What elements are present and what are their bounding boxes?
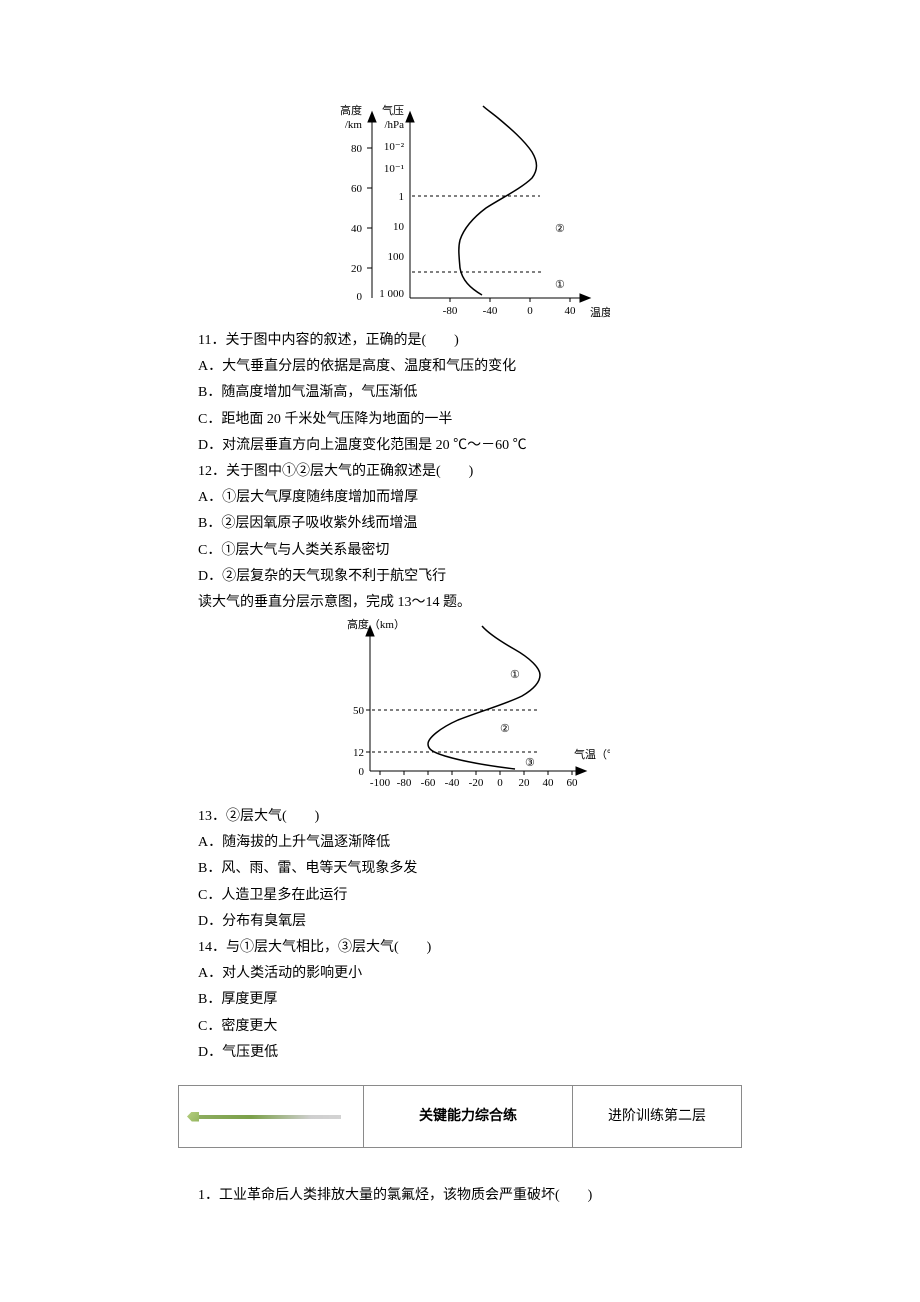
y-right-label-top: 气压 (382, 103, 404, 117)
q12-stem: 12．关于图中①②层大气的正确叙述是( ) (170, 459, 750, 484)
lead-13-14: 读大气的垂直分层示意图，完成 13～14 题。 (170, 590, 750, 615)
atmosphere-profile-chart-2: 高度（km） 50 12 0 (310, 616, 610, 796)
svg-text:10⁻²: 10⁻² (384, 141, 405, 153)
marker2-3: ③ (525, 757, 535, 769)
section-subtitle: 进阶训练第二层 (573, 1085, 742, 1147)
atmosphere-profile-chart-1: 高度 /km 80 60 40 20 0 气压 /hPa 10⁻² 10⁻¹ (310, 100, 610, 320)
svg-text:-80: -80 (397, 777, 412, 789)
q13-stem: 13．②层大气( ) (170, 804, 750, 829)
q14-stem: 14．与①层大气相比，③层大气( ) (170, 935, 750, 960)
section-left-cell (179, 1085, 364, 1147)
q12-opt-c: C．①层大气与人类关系最密切 (170, 538, 750, 563)
x-axis-label: 温度/℃ (590, 305, 610, 319)
svg-text:60: 60 (567, 777, 579, 789)
svg-text:40: 40 (565, 305, 577, 317)
gradient-bar-icon (191, 1115, 341, 1119)
qb1-stem: 1．工业革命后人类排放大量的氯氟烃，该物质会严重破坏( ) (170, 1183, 750, 1208)
svg-text:-40: -40 (483, 305, 498, 317)
y-left-label-top: 高度 (340, 103, 362, 117)
svg-text:50: 50 (353, 705, 365, 717)
figure-2: 高度（km） 50 12 0 (170, 616, 750, 796)
q14-opt-d: D．气压更低 (170, 1040, 750, 1065)
q11-stem: 11．关于图中内容的叙述，正确的是( ) (170, 328, 750, 353)
q13-opt-b: B．风、雨、雷、电等天气现象多发 (170, 856, 750, 881)
svg-text:40: 40 (351, 223, 363, 235)
svg-text:10: 10 (393, 221, 405, 233)
section-header-table: 关键能力综合练 进阶训练第二层 (178, 1085, 742, 1148)
svg-text:-80: -80 (443, 305, 458, 317)
svg-text:10⁻¹: 10⁻¹ (384, 163, 404, 175)
svg-text:40: 40 (543, 777, 555, 789)
q14-opt-c: C．密度更大 (170, 1014, 750, 1039)
q14-opt-a: A．对人类活动的影响更小 (170, 961, 750, 986)
svg-text:60: 60 (351, 183, 363, 195)
svg-text:100: 100 (388, 251, 405, 263)
svg-text:0: 0 (527, 305, 533, 317)
svg-text:-40: -40 (445, 777, 460, 789)
marker-1: ① (555, 279, 565, 291)
figure-1: 高度 /km 80 60 40 20 0 气压 /hPa 10⁻² 10⁻¹ (170, 100, 750, 320)
svg-text:-20: -20 (469, 777, 484, 789)
q12-opt-d: D．②层复杂的天气现象不利于航空飞行 (170, 564, 750, 589)
svg-text:0: 0 (357, 291, 363, 303)
svg-text:-60: -60 (421, 777, 436, 789)
svg-text:-100: -100 (370, 777, 391, 789)
temperature-curve-2 (428, 626, 540, 769)
marker2-1: ① (510, 669, 520, 681)
q12-opt-b: B．②层因氧原子吸收紫外线而增温 (170, 511, 750, 536)
svg-text:1: 1 (399, 191, 405, 203)
svg-text:20: 20 (519, 777, 531, 789)
q13-opt-a: A．随海拔的上升气温逐渐降低 (170, 830, 750, 855)
svg-text:12: 12 (353, 747, 364, 759)
marker2-2: ② (500, 723, 510, 735)
q11-opt-b: B．随高度增加气温渐高，气压渐低 (170, 380, 750, 405)
q13-opt-d: D．分布有臭氧层 (170, 909, 750, 934)
q11-opt-c: C．距地面 20 千米处气压降为地面的一半 (170, 407, 750, 432)
svg-text:0: 0 (497, 777, 503, 789)
x-axis-label-2: 气温（℃） (574, 747, 610, 761)
section-title: 关键能力综合练 (364, 1085, 573, 1147)
q11-opt-a: A．大气垂直分层的依据是高度、温度和气压的变化 (170, 354, 750, 379)
temperature-curve-1 (459, 106, 537, 295)
q12-opt-a: A．①层大气厚度随纬度增加而增厚 (170, 485, 750, 510)
svg-text:80: 80 (351, 143, 363, 155)
svg-text:1 000: 1 000 (379, 288, 404, 300)
y-left-label-unit: /km (345, 119, 363, 131)
marker-2: ② (555, 223, 565, 235)
y-axis-label-2: 高度（km） (347, 617, 405, 631)
svg-text:0: 0 (359, 766, 365, 778)
svg-text:20: 20 (351, 263, 363, 275)
y-right-label-unit: /hPa (384, 119, 404, 131)
q11-opt-d: D．对流层垂直方向上温度变化范围是 20 ℃～－60 ℃ (170, 433, 750, 458)
q14-opt-b: B．厚度更厚 (170, 987, 750, 1012)
q13-opt-c: C．人造卫星多在此运行 (170, 883, 750, 908)
